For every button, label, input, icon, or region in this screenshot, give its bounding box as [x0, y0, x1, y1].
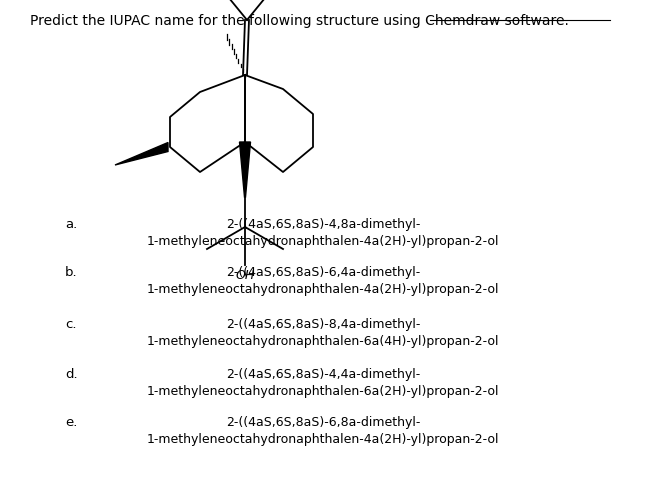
Text: 2-((4aS,6S,8aS)-6,8a-dimethyl-: 2-((4aS,6S,8aS)-6,8a-dimethyl- — [226, 416, 420, 429]
Text: e.: e. — [65, 415, 78, 428]
Text: b.: b. — [65, 266, 78, 279]
Text: a.: a. — [65, 217, 78, 230]
Text: 2-((4aS,6S,8aS)-8,4a-dimethyl-: 2-((4aS,6S,8aS)-8,4a-dimethyl- — [226, 318, 420, 331]
Polygon shape — [240, 142, 251, 197]
Text: 1-methyleneoctahydronaphthalen-4a(2H)-yl)propan-2-ol: 1-methyleneoctahydronaphthalen-4a(2H)-yl… — [147, 235, 499, 248]
Text: 2-((4aS,6S,8aS)-4,8a-dimethyl-: 2-((4aS,6S,8aS)-4,8a-dimethyl- — [226, 218, 420, 231]
Text: 1-methyleneoctahydronaphthalen-6a(4H)-yl)propan-2-ol: 1-methyleneoctahydronaphthalen-6a(4H)-yl… — [147, 335, 499, 348]
Text: OH: OH — [235, 269, 255, 282]
Text: c.: c. — [65, 318, 76, 331]
Text: 2-((4aS,6S,8aS)-6,4a-dimethyl-: 2-((4aS,6S,8aS)-6,4a-dimethyl- — [226, 266, 420, 279]
Text: 1-methyleneoctahydronaphthalen-6a(2H)-yl)propan-2-ol: 1-methyleneoctahydronaphthalen-6a(2H)-yl… — [147, 385, 499, 398]
Text: 2-((4aS,6S,8aS)-4,4a-dimethyl-: 2-((4aS,6S,8aS)-4,4a-dimethyl- — [226, 368, 420, 381]
Text: Predict the IUPAC name for the following structure using Chemdraw software.: Predict the IUPAC name for the following… — [30, 14, 569, 28]
Text: d.: d. — [65, 367, 78, 380]
Text: 1-methyleneoctahydronaphthalen-4a(2H)-yl)propan-2-ol: 1-methyleneoctahydronaphthalen-4a(2H)-yl… — [147, 283, 499, 296]
Text: 1-methyleneoctahydronaphthalen-4a(2H)-yl)propan-2-ol: 1-methyleneoctahydronaphthalen-4a(2H)-yl… — [147, 433, 499, 446]
Polygon shape — [115, 143, 168, 165]
